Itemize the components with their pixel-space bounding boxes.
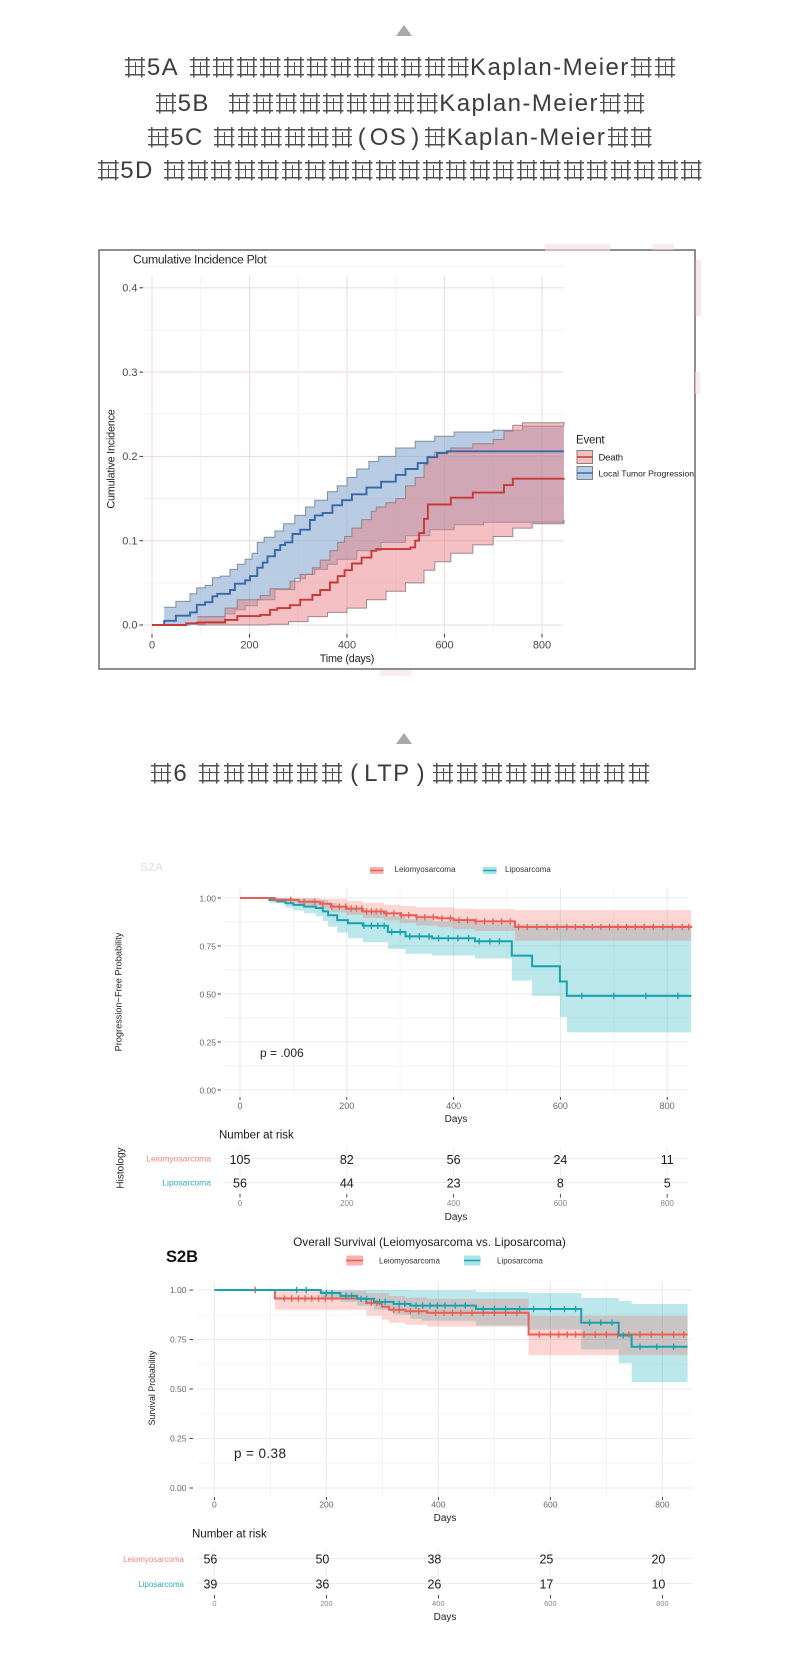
svg-text:Cumulative Incidence: Cumulative Incidence xyxy=(106,409,118,508)
svg-text:400: 400 xyxy=(431,1500,445,1510)
svg-text:0.00: 0.00 xyxy=(199,1086,216,1096)
svg-text:0: 0 xyxy=(212,1500,217,1510)
svg-text:36: 36 xyxy=(315,1578,329,1592)
svg-text:44: 44 xyxy=(340,1177,354,1191)
svg-text:200: 200 xyxy=(340,1199,354,1208)
svg-text:Survival Probability: Survival Probability xyxy=(147,1350,157,1425)
svg-text:800: 800 xyxy=(656,1599,669,1608)
svg-text:56: 56 xyxy=(447,1153,461,1167)
svg-text:8: 8 xyxy=(557,1177,564,1191)
svg-text:1.00: 1.00 xyxy=(199,894,216,904)
svg-text:105: 105 xyxy=(230,1153,251,1167)
svg-text:0.00: 0.00 xyxy=(170,1483,187,1493)
svg-text:Liposarcoma: Liposarcoma xyxy=(505,865,551,874)
svg-text:800: 800 xyxy=(660,1101,675,1111)
svg-text:800: 800 xyxy=(661,1199,675,1208)
svg-text:82: 82 xyxy=(340,1153,354,1167)
svg-text:26: 26 xyxy=(427,1578,441,1592)
svg-text:Liposarcoma: Liposarcoma xyxy=(138,1580,184,1589)
svg-text:200: 200 xyxy=(319,1500,333,1510)
svg-text:800: 800 xyxy=(533,640,551,652)
svg-text:400: 400 xyxy=(432,1599,445,1608)
svg-text:20: 20 xyxy=(651,1553,665,1567)
svg-text:Time (days): Time (days) xyxy=(320,653,374,665)
svg-text:Number at risk: Number at risk xyxy=(192,1529,267,1541)
svg-text:400: 400 xyxy=(446,1101,461,1111)
svg-text:1.00: 1.00 xyxy=(170,1285,187,1295)
svg-text:5: 5 xyxy=(664,1177,671,1191)
svg-text:0.50: 0.50 xyxy=(170,1384,187,1394)
svg-text:24: 24 xyxy=(553,1153,567,1167)
svg-text:Event: Event xyxy=(576,435,605,447)
svg-text:0: 0 xyxy=(237,1101,242,1111)
svg-text:Leiomyosarcoma: Leiomyosarcoma xyxy=(379,1257,440,1266)
svg-text:Cumulative Incidence Plot: Cumulative Incidence Plot xyxy=(133,253,267,267)
svg-text:Leiomyosarcoma: Leiomyosarcoma xyxy=(395,865,456,874)
svg-text:0.1: 0.1 xyxy=(122,535,137,547)
svg-text:800: 800 xyxy=(655,1500,669,1510)
svg-text:0.75: 0.75 xyxy=(199,942,216,952)
svg-text:0.4: 0.4 xyxy=(122,283,137,295)
svg-text:200: 200 xyxy=(240,640,258,652)
svg-text:600: 600 xyxy=(435,640,453,652)
svg-text:400: 400 xyxy=(447,1199,461,1208)
svg-text:Liposarcoma: Liposarcoma xyxy=(162,1178,211,1188)
svg-text:17: 17 xyxy=(539,1578,553,1592)
svg-text:0: 0 xyxy=(238,1199,243,1208)
svg-text:0.75: 0.75 xyxy=(170,1335,187,1345)
svg-text:Leiomyosarcoma: Leiomyosarcoma xyxy=(123,1555,184,1564)
svg-text:56: 56 xyxy=(233,1177,247,1191)
svg-text:200: 200 xyxy=(320,1599,333,1608)
svg-text:0: 0 xyxy=(149,640,155,652)
svg-text:Progression−Free Probability: Progression−Free Probability xyxy=(114,932,124,1051)
svg-text:Days: Days xyxy=(434,1612,457,1623)
svg-text:25: 25 xyxy=(539,1553,553,1567)
svg-text:38: 38 xyxy=(427,1553,441,1567)
svg-text:Days: Days xyxy=(434,1513,457,1524)
svg-text:Number at risk: Number at risk xyxy=(219,1130,294,1142)
svg-text:10: 10 xyxy=(651,1578,665,1592)
svg-text:0: 0 xyxy=(212,1599,216,1608)
svg-text:0.0: 0.0 xyxy=(122,620,137,632)
svg-text:0.2: 0.2 xyxy=(122,451,137,463)
svg-text:S2B: S2B xyxy=(166,1248,198,1266)
svg-text:Liposarcoma: Liposarcoma xyxy=(497,1257,543,1266)
svg-text:23: 23 xyxy=(447,1177,461,1191)
svg-text:200: 200 xyxy=(339,1101,354,1111)
svg-text:p = 0.38: p = 0.38 xyxy=(234,1446,286,1461)
svg-text:Local Tumor Progression: Local Tumor Progression xyxy=(599,469,695,479)
svg-text:56: 56 xyxy=(203,1553,217,1567)
svg-text:600: 600 xyxy=(544,1599,557,1608)
svg-text:50: 50 xyxy=(315,1553,329,1567)
svg-text:600: 600 xyxy=(553,1101,568,1111)
svg-text:Overall Survival (Leiomyosarco: Overall Survival (Leiomyosarcoma vs. Lip… xyxy=(293,1235,566,1249)
svg-text:p = .006: p = .006 xyxy=(260,1046,304,1060)
svg-text:Days: Days xyxy=(445,1114,468,1125)
svg-text:0.50: 0.50 xyxy=(199,990,216,1000)
svg-text:600: 600 xyxy=(554,1199,568,1208)
svg-text:11: 11 xyxy=(661,1153,674,1167)
svg-text:600: 600 xyxy=(543,1500,557,1510)
svg-text:S2A: S2A xyxy=(140,860,164,874)
svg-text:Death: Death xyxy=(599,453,623,464)
svg-text:0.3: 0.3 xyxy=(122,367,137,379)
svg-text:Days: Days xyxy=(445,1212,468,1223)
svg-text:0.25: 0.25 xyxy=(170,1434,187,1444)
svg-text:400: 400 xyxy=(338,640,356,652)
svg-text:Histology: Histology xyxy=(116,1147,127,1188)
svg-text:39: 39 xyxy=(203,1578,217,1592)
svg-text:Leiomyosarcoma: Leiomyosarcoma xyxy=(146,1154,211,1164)
svg-text:0.25: 0.25 xyxy=(199,1038,216,1048)
